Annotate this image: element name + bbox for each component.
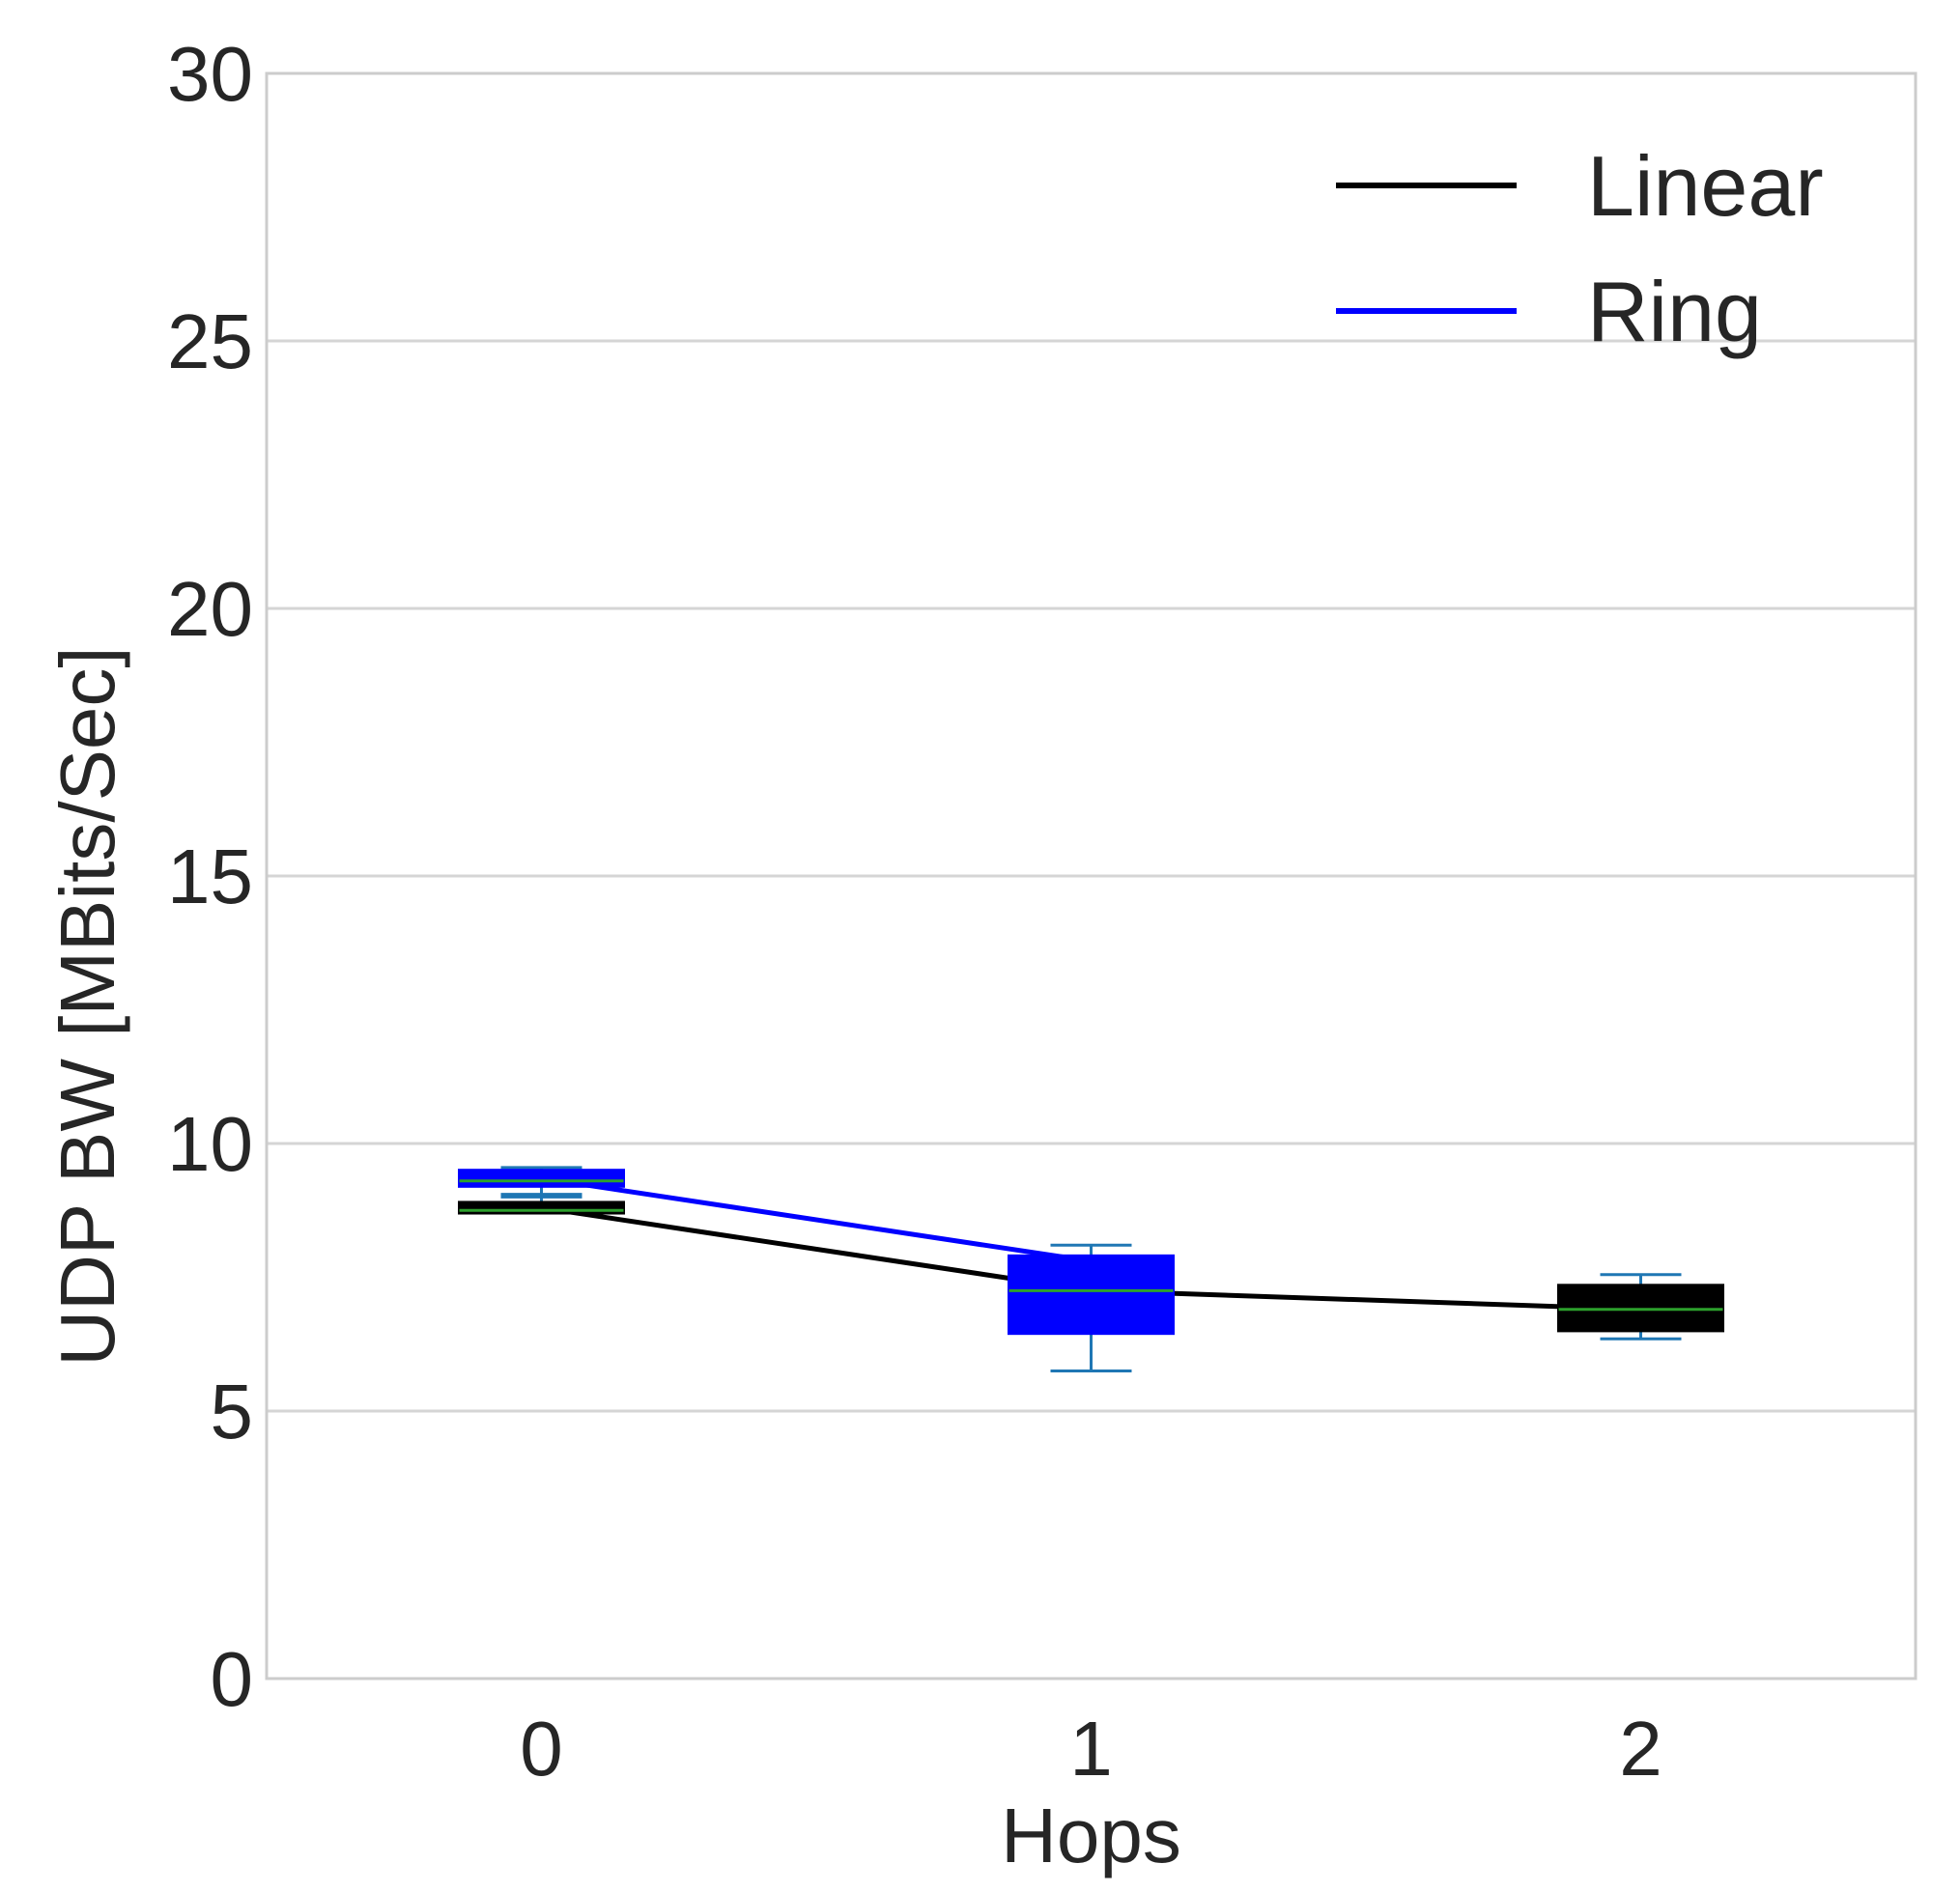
box-plots <box>458 1166 1724 1372</box>
box-body <box>458 1200 625 1215</box>
x-tick-label: 2 <box>1619 1706 1662 1792</box>
box-body <box>458 1169 625 1188</box>
y-axis-label: UDP BW [MBits/Sec] <box>44 646 130 1366</box>
y-tick-label: 25 <box>167 298 253 384</box>
x-tick-label: 1 <box>1069 1706 1113 1792</box>
x-tick-labels: 0 1 2 <box>520 1706 1662 1792</box>
y-tick-labels: 0 5 10 15 20 25 30 <box>167 31 253 1722</box>
y-tick-label: 20 <box>167 566 253 652</box>
plot-frame <box>265 71 1917 1680</box>
legend-label-linear: Linear <box>1587 138 1824 234</box>
y-tick-label: 5 <box>211 1369 254 1454</box>
x-tick-label: 0 <box>520 1706 563 1792</box>
legend: Linear Ring <box>1336 138 1824 359</box>
y-tick-label: 0 <box>211 1636 254 1722</box>
x-axis-label: Hops <box>1001 1793 1181 1878</box>
y-tick-label: 10 <box>167 1101 253 1187</box>
box-linear-hop-0 <box>458 1195 625 1215</box>
box-linear-hop-2 <box>1557 1273 1724 1341</box>
y-tick-label: 30 <box>167 31 253 117</box>
box-ring-hop-0 <box>458 1166 625 1197</box>
legend-label-ring: Ring <box>1587 264 1762 359</box>
series-line-ring <box>541 1175 1092 1264</box>
y-tick-label: 15 <box>167 833 253 919</box>
box-body <box>1008 1254 1175 1336</box>
box-ring-hop-1 <box>1008 1243 1175 1372</box>
